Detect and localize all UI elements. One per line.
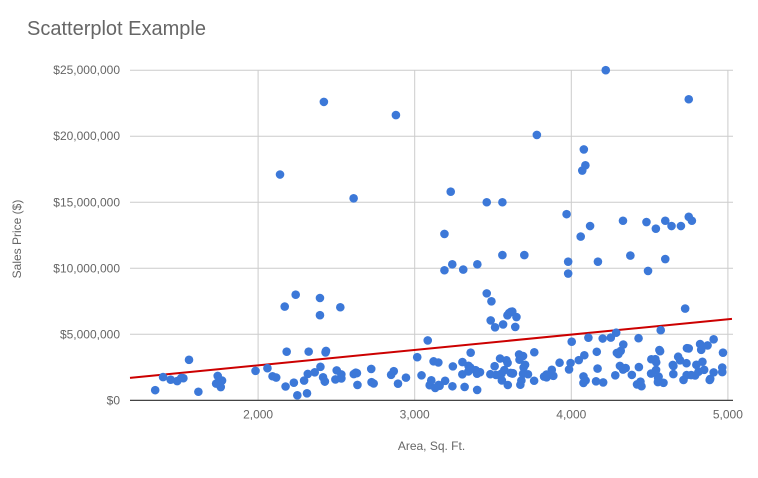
svg-text:$15,000,000: $15,000,000 [53,195,120,209]
svg-text:$20,000,000: $20,000,000 [53,129,120,143]
svg-text:5,000: 5,000 [713,407,743,421]
svg-text:3,000: 3,000 [400,407,430,421]
svg-text:$25,000,000: $25,000,000 [53,63,120,77]
svg-text:$10,000,000: $10,000,000 [53,261,120,275]
svg-text:4,000: 4,000 [556,407,586,421]
svg-text:$5,000,000: $5,000,000 [60,327,120,341]
svg-text:$0: $0 [107,393,121,407]
svg-text:2,000: 2,000 [243,407,273,421]
